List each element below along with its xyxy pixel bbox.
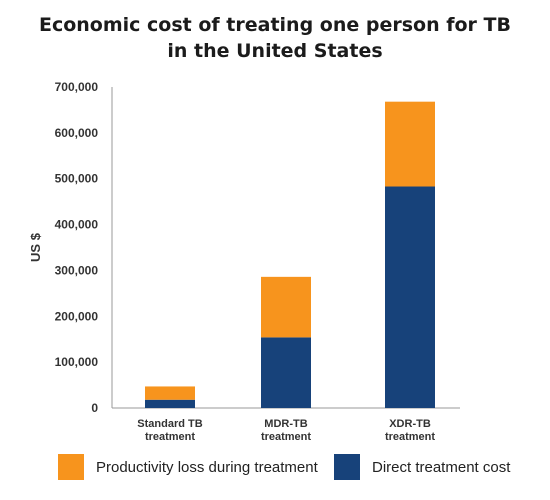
legend-label-productivity: Productivity loss during treatment [96, 458, 318, 476]
y-tick-label: 0 [91, 401, 98, 415]
x-tick-label: XDR-TB [389, 418, 431, 430]
chart-title: Economic cost of treating one person for… [0, 12, 550, 64]
bar-segment [385, 101, 435, 187]
x-tick-label: treatment [385, 431, 435, 443]
chart-title-line-1: Economic cost of treating one person for… [38, 14, 511, 36]
bar-segment [385, 186, 435, 408]
y-tick-label: 400,000 [55, 218, 99, 232]
legend-label-direct: Direct treatment cost [372, 458, 511, 476]
legend-item-direct: Direct treatment cost [334, 452, 510, 482]
x-tick-label: treatment [145, 431, 195, 443]
y-tick-label: 300,000 [55, 263, 99, 277]
y-axis-label: US $ [28, 232, 43, 262]
y-tick-label: 500,000 [55, 172, 99, 186]
x-tick-label: Standard TB [137, 418, 202, 430]
y-tick-label: 100,000 [55, 355, 99, 369]
chart-title-line-2: in the United States [167, 40, 383, 62]
y-tick-label: 600,000 [55, 126, 99, 140]
y-tick-label: 700,000 [55, 80, 99, 94]
legend-swatch-direct [334, 454, 360, 480]
x-tick-label: MDR-TB [264, 418, 307, 430]
chart-legend: Productivity loss during treatment Direc… [0, 452, 550, 482]
y-tick-label: 200,000 [55, 309, 99, 323]
bar-segment [261, 337, 311, 408]
bar-segment [145, 399, 195, 408]
bar-segment [261, 276, 311, 338]
legend-swatch-productivity [58, 454, 84, 480]
x-tick-label: treatment [261, 431, 311, 443]
bar-segment [145, 386, 195, 400]
legend-item-productivity: Productivity loss during treatment [58, 452, 318, 482]
stacked-bar-chart: 0 100,000 200,000 300,000 400,000 500,000 600,… [28, 80, 460, 443]
